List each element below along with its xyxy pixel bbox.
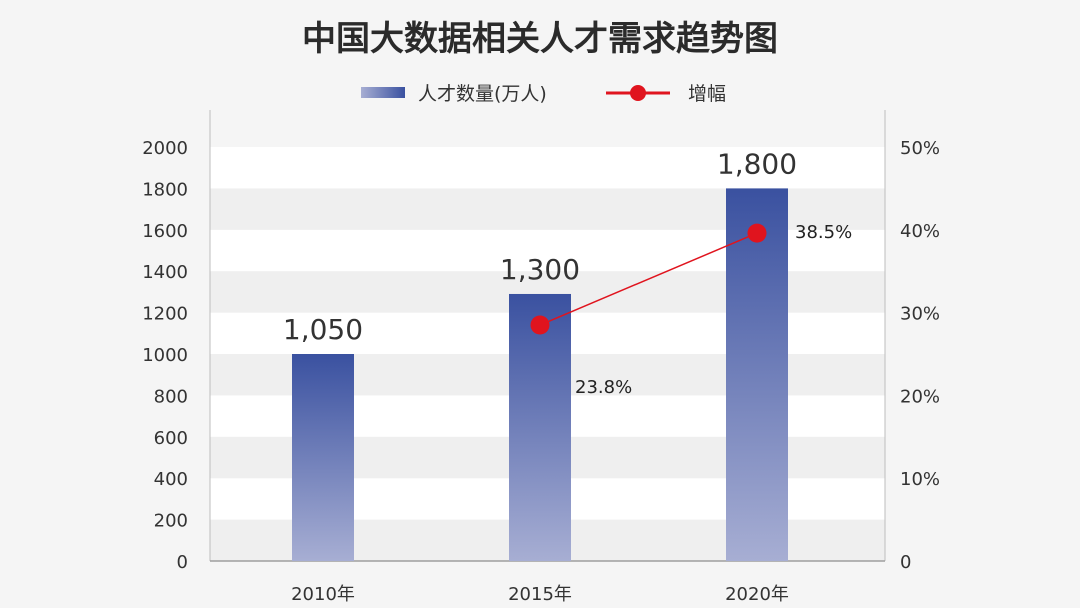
growth-data-label: 23.8% (575, 377, 632, 398)
y-left-tick-label: 1000 (142, 345, 188, 366)
legend-line-marker (630, 85, 646, 101)
chart-title: 中国大数据相关人才需求趋势图 (302, 19, 778, 59)
y-left-tick-label: 1600 (142, 221, 188, 242)
y-left-tick-label: 1800 (142, 179, 188, 200)
line-series: 23.8% 38.5% (530, 222, 852, 398)
growth-point (747, 223, 767, 243)
legend: 人才数量(万人) 增幅 (361, 83, 726, 105)
y-left-tick-label: 800 (154, 386, 188, 407)
y-right-tick-label: 0 (900, 552, 911, 573)
bar-data-label: 1,300 (500, 253, 580, 286)
y-left-tick-label: 400 (154, 469, 188, 490)
y-axis-right: 0 10% 20% 30% 40% 50% (900, 138, 940, 573)
legend-line-label: 增幅 (688, 83, 726, 105)
y-right-tick-label: 40% (900, 221, 940, 242)
y-right-tick-label: 20% (900, 386, 940, 407)
growth-data-label: 38.5% (795, 222, 852, 243)
x-axis: 2010年 2015年 2020年 (291, 584, 789, 605)
y-left-tick-label: 1200 (142, 304, 188, 325)
x-tick-label: 2015年 (508, 584, 572, 605)
y-left-tick-label: 1400 (142, 262, 188, 283)
y-right-tick-label: 10% (900, 469, 940, 490)
bar (509, 293, 571, 561)
y-right-tick-label: 50% (900, 138, 940, 159)
y-left-tick-label: 600 (154, 428, 188, 449)
bar (292, 354, 354, 561)
bar-series: 1,050 1,300 1,800 (283, 147, 797, 561)
grid-band (210, 147, 885, 189)
growth-line (539, 232, 758, 326)
growth-point (530, 315, 550, 335)
y-left-tick-label: 200 (154, 511, 188, 532)
y-axis-left: 0 200 400 600 800 1000 1200 1400 1600 1800 2000 (142, 138, 188, 573)
y-right-tick-label: 30% (900, 304, 940, 325)
bar-data-label: 1,800 (717, 147, 797, 180)
legend-bar-swatch (361, 87, 405, 98)
x-tick-label: 2020年 (725, 584, 789, 605)
y-left-tick-label: 2000 (142, 138, 188, 159)
x-tick-label: 2010年 (291, 584, 355, 605)
y-left-tick-label: 0 (177, 552, 188, 573)
legend-bar-label: 人才数量(万人) (418, 83, 547, 105)
bar (726, 188, 788, 561)
bar-data-label: 1,050 (283, 313, 363, 346)
